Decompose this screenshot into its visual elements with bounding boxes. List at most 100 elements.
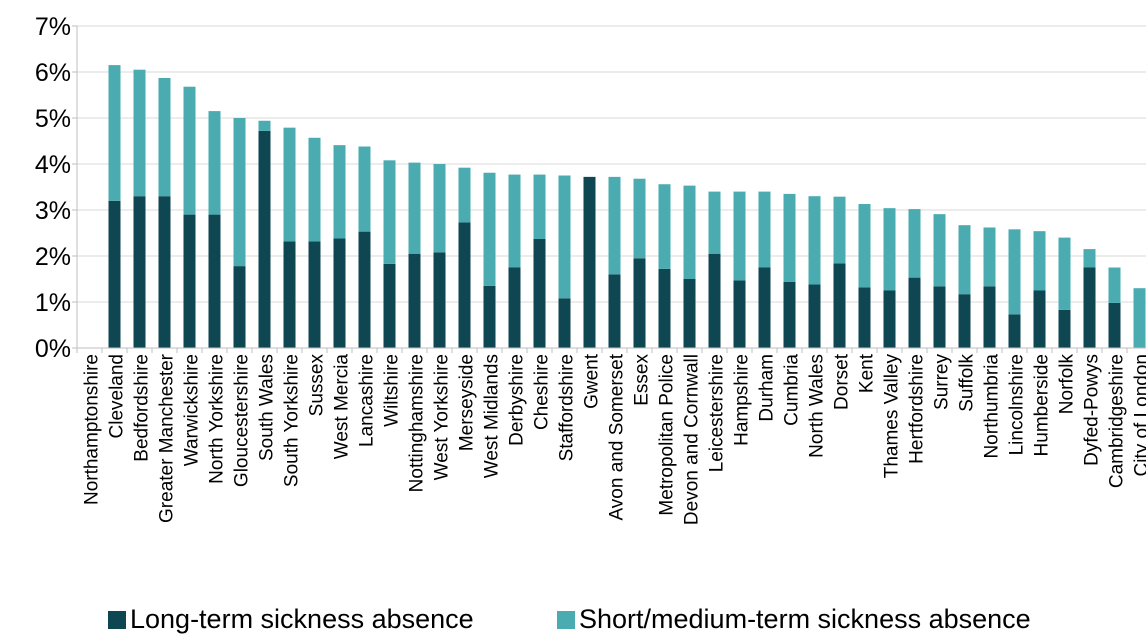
- legend-item-short-medium-term: Short/medium-term sickness absence: [557, 604, 1031, 635]
- bar-long-term: [483, 285, 496, 348]
- bar-long-term: [408, 253, 421, 348]
- bar-short-medium-term: [358, 146, 371, 232]
- x-tick-label: South Yorkshire: [282, 354, 303, 487]
- x-tick-label: Derbyshire: [507, 354, 528, 446]
- bar-short-medium-term: [783, 193, 796, 282]
- y-axis: 0% 1% 2% 3% 4% 5% 6% 7%: [35, 13, 78, 363]
- bar-short-medium-term: [133, 69, 146, 197]
- x-tick-label: Dorset: [832, 353, 853, 410]
- legend-label-short-medium-term: Short/medium-term sickness absence: [579, 604, 1031, 634]
- bar-short-medium-term: [1133, 288, 1146, 348]
- x-tick-label: West Yorkshire: [432, 354, 453, 480]
- bar-short-medium-term: [558, 175, 571, 299]
- bar-short-medium-term: [833, 196, 846, 264]
- bar-short-medium-term: [208, 111, 221, 215]
- bar-long-term: [333, 238, 346, 348]
- bar-short-medium-term: [1108, 267, 1121, 303]
- bar-short-medium-term: [983, 227, 996, 287]
- bar-long-term: [133, 196, 146, 348]
- x-tick-label: Bedfordshire: [132, 354, 153, 462]
- bar-short-medium-term: [258, 120, 271, 131]
- bar-long-term: [733, 280, 746, 348]
- y-tick-label: 0%: [35, 335, 71, 363]
- x-tick-label: Sussex: [307, 354, 328, 417]
- bar-long-term: [358, 231, 371, 348]
- bar-long-term: [1058, 309, 1071, 348]
- y-tick-label: 1%: [35, 289, 71, 317]
- x-tick-label: Suffolk: [957, 354, 978, 412]
- bar-short-medium-term: [958, 225, 971, 295]
- bar-long-term: [958, 294, 971, 348]
- bar-short-medium-term: [233, 118, 246, 267]
- bar-long-term: [233, 266, 246, 348]
- bar-long-term: [208, 214, 221, 348]
- x-tick-label: Essex: [632, 354, 653, 406]
- bar-long-term: [383, 263, 396, 348]
- bar-short-medium-term: [808, 196, 821, 285]
- x-tick-label: West Midlands: [482, 354, 503, 478]
- bar-long-term: [608, 274, 621, 348]
- x-tick-label: Surrey: [932, 354, 953, 410]
- bar-long-term: [633, 258, 646, 348]
- bar-long-term: [533, 238, 546, 348]
- x-tick-label: Northamptonshire: [82, 354, 103, 505]
- legend-label-long-term: Long-term sickness absence: [130, 604, 474, 634]
- x-tick-label: Cleveland: [107, 354, 128, 439]
- bar-short-medium-term: [483, 172, 496, 286]
- x-axis: Northamptonshire Cleveland Bedfordshire Gre…: [76, 347, 1146, 525]
- bar-long-term: [258, 130, 271, 348]
- bar-short-medium-term: [883, 208, 896, 291]
- bar-short-medium-term: [708, 191, 721, 254]
- bar-short-medium-term: [608, 176, 621, 275]
- bar-long-term: [758, 267, 771, 348]
- bar-short-medium-term: [508, 174, 521, 268]
- x-tick-label: Cumbria: [782, 354, 803, 426]
- bar-short-medium-term: [683, 185, 696, 279]
- legend-item-long-term: Long-term sickness absence: [108, 604, 474, 635]
- bar-long-term: [933, 286, 946, 348]
- legend: Long-term sickness absence Short/medium-…: [0, 604, 1146, 637]
- x-tick-label: Durham: [757, 354, 778, 422]
- x-tick-label: Northumbria: [982, 354, 1003, 459]
- x-tick-label: Hertfordshire: [907, 354, 928, 464]
- bar-long-term: [833, 263, 846, 348]
- bar-short-medium-term: [433, 164, 446, 253]
- x-tick-label: Lincolnshire: [1007, 354, 1028, 455]
- x-tick-label: Cambridgeshire: [1107, 354, 1128, 488]
- bar-short-medium-term: [308, 137, 321, 242]
- bar-long-term: [858, 287, 871, 348]
- x-tick-label: Dyfed-Powys: [1082, 354, 1103, 466]
- bar-short-medium-term: [533, 174, 546, 239]
- bar-long-term: [308, 241, 321, 348]
- bar-long-term: [183, 214, 196, 348]
- bar-short-medium-term: [658, 184, 671, 269]
- x-tick-label: Metropolitan Police: [657, 354, 678, 516]
- bar-long-term: [1033, 290, 1046, 348]
- bar-long-term: [433, 252, 446, 348]
- x-tick-label: Devon and Cornwall: [682, 354, 703, 525]
- bar-long-term: [283, 241, 296, 348]
- bar-long-term: [708, 253, 721, 348]
- y-tick-label: 4%: [35, 151, 71, 179]
- bar-long-term: [558, 298, 571, 348]
- bar-long-term: [1083, 267, 1096, 348]
- bar-short-medium-term: [108, 65, 121, 201]
- bar-long-term: [883, 290, 896, 348]
- x-tick-label: City of London: [1132, 354, 1146, 477]
- bar-short-medium-term: [158, 77, 171, 197]
- x-tick-label: Gwent: [582, 353, 603, 409]
- bar-long-term: [158, 196, 171, 348]
- x-tick-label: Thames Valley: [882, 354, 903, 479]
- x-tick-label: North Yorkshire: [207, 354, 228, 484]
- y-tick-label: 3%: [35, 197, 71, 225]
- x-tick-label: Humberside: [1032, 354, 1053, 456]
- x-tick-label: Norfolk: [1057, 354, 1078, 415]
- bar-long-term: [508, 267, 521, 348]
- bar-long-term: [908, 277, 921, 348]
- x-tick-label: West Mercia: [332, 354, 353, 460]
- bar-short-medium-term: [633, 178, 646, 259]
- bar-short-medium-term: [1008, 229, 1021, 315]
- y-tick-label: 5%: [35, 105, 71, 133]
- bar-long-term: [658, 268, 671, 348]
- x-tick-label: Lancashire: [357, 354, 378, 447]
